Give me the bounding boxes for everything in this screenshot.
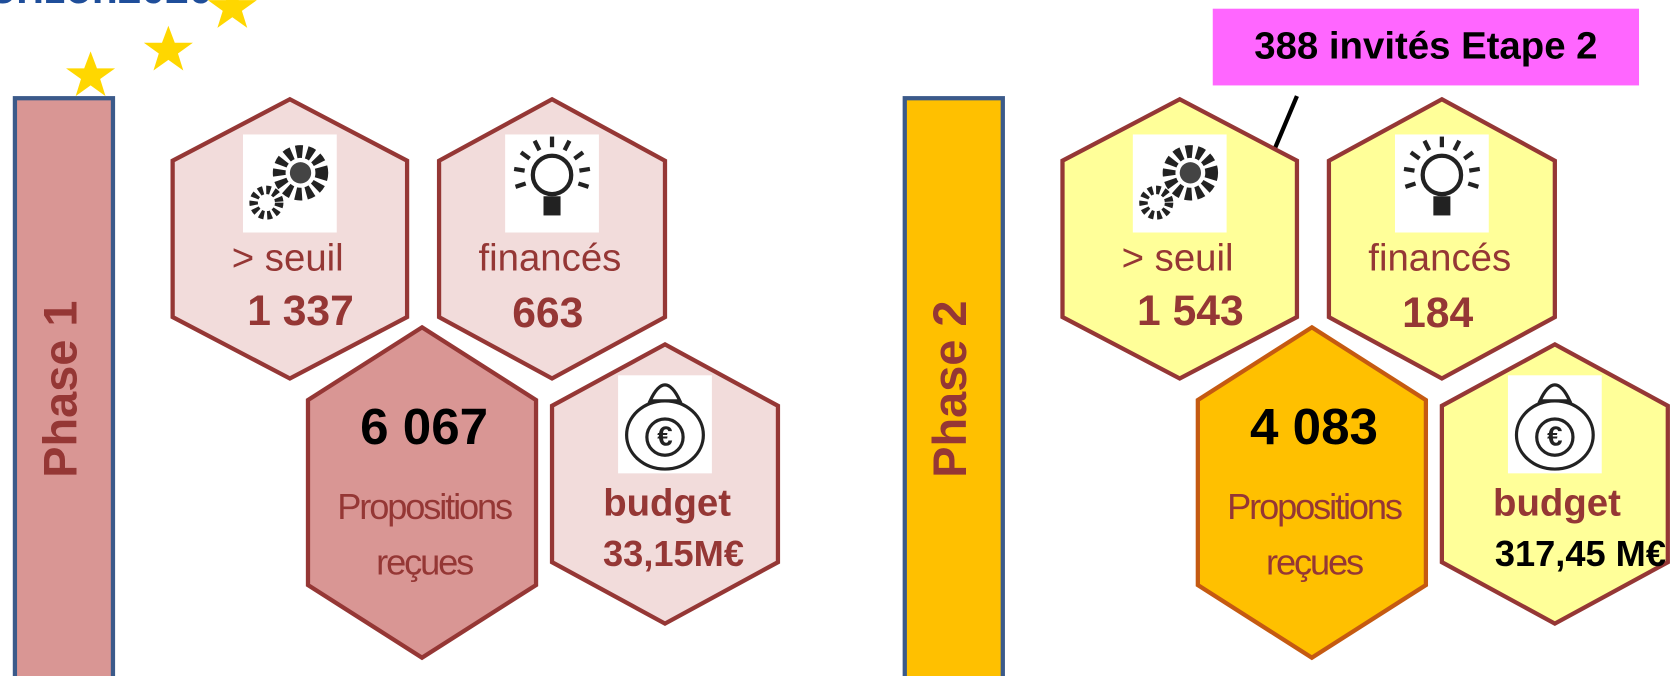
ray xyxy=(1403,166,1415,173)
ray xyxy=(1422,139,1432,152)
gear xyxy=(249,185,284,220)
ray xyxy=(514,181,527,189)
total-value: 6 067 xyxy=(360,398,488,455)
hexagon xyxy=(1439,341,1670,627)
hex-value: 663 xyxy=(512,289,583,337)
hex-label: > seuil xyxy=(232,236,344,279)
gear xyxy=(272,145,329,201)
ray xyxy=(579,166,591,173)
budget-label: budget xyxy=(1493,481,1621,524)
gear xyxy=(1162,145,1219,201)
callout-box xyxy=(1212,8,1640,86)
ray xyxy=(577,181,590,189)
ray xyxy=(573,150,585,161)
phase-label: Phase 2 xyxy=(924,301,976,478)
ray xyxy=(1463,150,1475,161)
bag-top xyxy=(1537,383,1573,403)
hexagon xyxy=(170,96,410,381)
budget-value: 33,15M€ xyxy=(603,533,744,574)
euro-sign: € xyxy=(657,420,672,451)
hex-label: > seuil xyxy=(1122,236,1234,279)
total-label: Propositions xyxy=(1227,486,1402,527)
ray xyxy=(519,150,531,161)
ray xyxy=(532,139,542,152)
star xyxy=(66,51,116,97)
total-value: 4 083 xyxy=(1250,398,1378,455)
euro-sign: € xyxy=(1547,420,1562,451)
logo: orizon2020 xyxy=(0,0,213,13)
hexagon xyxy=(549,341,781,627)
total-label: reçues xyxy=(1266,542,1363,583)
bulb xyxy=(543,196,561,216)
budget-label: budget xyxy=(603,481,731,524)
ray xyxy=(1452,139,1462,152)
ray xyxy=(1409,150,1421,161)
euro xyxy=(645,417,685,457)
callout: 388 invités Etape 2 xyxy=(1254,24,1597,67)
star xyxy=(143,25,193,71)
gear xyxy=(289,162,312,184)
hexagon xyxy=(1326,96,1557,381)
hex-label: financés xyxy=(478,236,621,279)
bulb xyxy=(1420,153,1464,197)
hexagon xyxy=(1060,96,1300,381)
hex-value: 1 337 xyxy=(247,287,354,335)
euro xyxy=(1535,417,1575,457)
gear xyxy=(1139,185,1174,220)
total-label: Propositions xyxy=(337,486,512,527)
hex-label: financés xyxy=(1368,236,1511,279)
total-label: reçues xyxy=(376,542,473,583)
phase-bar xyxy=(902,96,1005,676)
ray xyxy=(1467,181,1480,189)
gear xyxy=(1179,162,1202,184)
phase-bar xyxy=(12,96,116,676)
bulb xyxy=(530,153,574,197)
ray xyxy=(562,139,572,152)
ray xyxy=(513,166,525,173)
bulb xyxy=(1433,196,1451,216)
bag-top xyxy=(647,383,683,403)
hexagon xyxy=(436,96,668,381)
ray xyxy=(1404,181,1417,189)
ray xyxy=(1468,166,1481,173)
hexagon xyxy=(1195,324,1429,661)
hexagon xyxy=(305,324,539,661)
budget-value: 317,45 M€ xyxy=(1495,533,1666,574)
star xyxy=(207,0,257,28)
phase-label: Phase 1 xyxy=(34,301,86,478)
hex-value: 1 543 xyxy=(1137,287,1244,335)
hex-value: 184 xyxy=(1402,289,1473,337)
